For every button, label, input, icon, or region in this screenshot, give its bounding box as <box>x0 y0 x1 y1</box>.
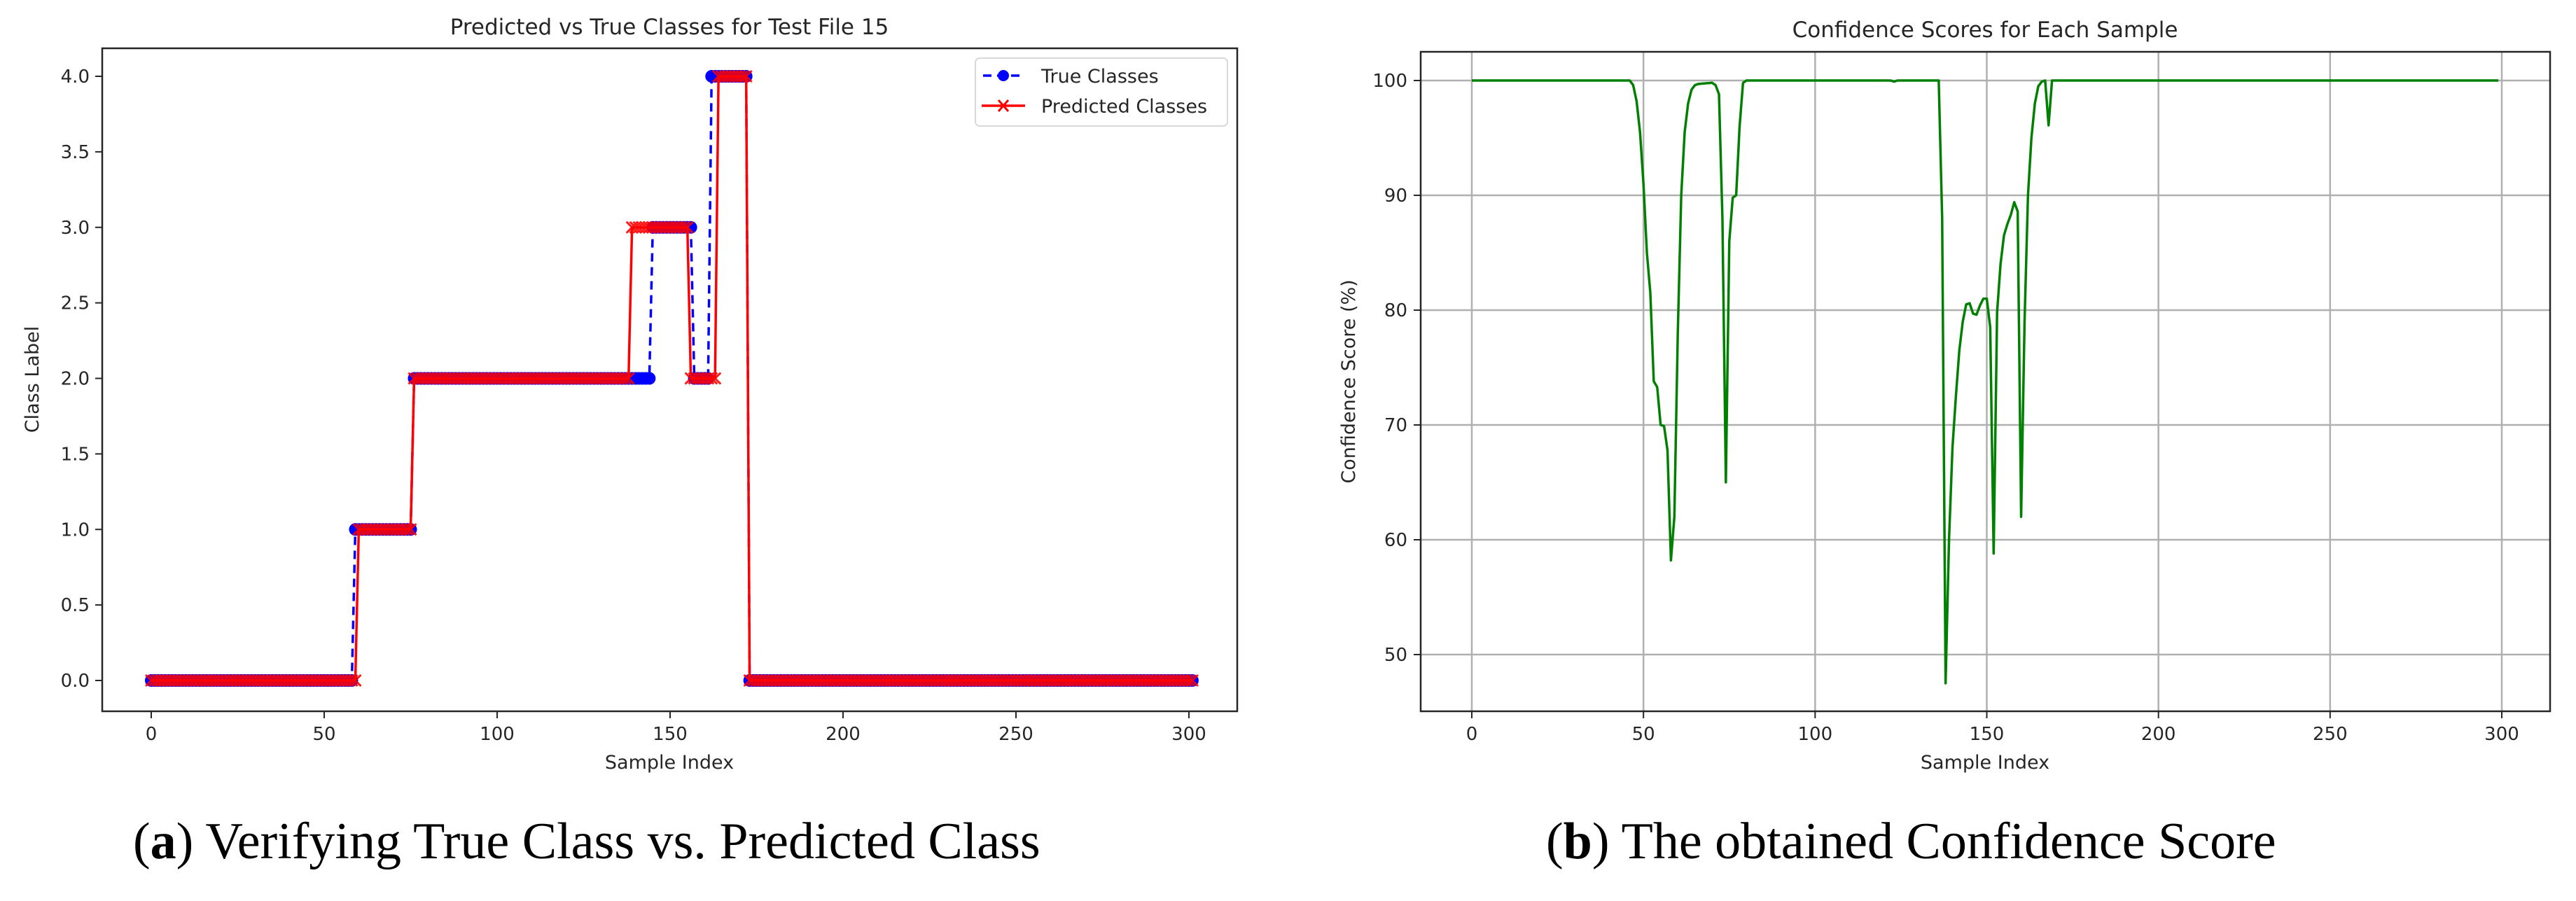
x-tick-label: 300 <box>1171 724 1206 745</box>
x-tick-label: 250 <box>998 724 1033 745</box>
y-axis-label: Class Label <box>22 326 43 433</box>
legend-true-classes: True Classes <box>983 66 1159 88</box>
y-tick-label: 50 <box>1384 645 1407 666</box>
x-tick-label: 200 <box>2141 724 2176 745</box>
y-tick-label: 60 <box>1384 530 1407 551</box>
x-tick-label: 0 <box>146 724 158 745</box>
axes-frame <box>101 47 1239 713</box>
x-axis-ticks: 0 50 100 150 200 250 300 <box>146 711 1206 745</box>
y-tick-label: 2.0 <box>61 369 90 390</box>
x-tick-label: 100 <box>480 724 515 745</box>
x-axis-label: Sample Index <box>605 752 734 774</box>
x-tick-label: 150 <box>1970 724 2005 745</box>
caption-letter: a <box>150 813 176 870</box>
x-axis-ticks: 0 50 100 150 200 250 300 <box>1466 711 2519 745</box>
x-tick-label: 300 <box>2484 724 2519 745</box>
caption-letter: b <box>1563 813 1592 870</box>
confidence-score-chart: Confidence Scores for Each Sample 50 60 70… <box>1338 18 2551 774</box>
legend-predicted-classes: Predicted Classes <box>982 96 1207 118</box>
y-tick-label: 1.5 <box>61 444 90 465</box>
x-tick-label: 200 <box>826 724 861 745</box>
y-tick-label: 0.5 <box>61 595 90 616</box>
y-tick-label: 4.0 <box>61 67 90 88</box>
legend-label: True Classes <box>1040 66 1159 88</box>
confidence-line <box>1472 79 2499 685</box>
series-true-classes <box>145 70 1199 687</box>
chart-title: Confidence Scores for Each Sample <box>1792 18 2178 43</box>
x-tick-label: 50 <box>312 724 335 745</box>
y-tick-label: 80 <box>1384 300 1407 321</box>
y-tick-label: 1.0 <box>61 519 90 540</box>
x-tick-label: 0 <box>1466 724 1478 745</box>
axes-frame <box>1419 50 2551 713</box>
x-axis-label: Sample Index <box>1921 752 2049 774</box>
y-tick-label: 0.0 <box>61 671 90 692</box>
circle-marker-icon <box>998 70 1009 81</box>
caption-text: The obtained Confidence Score <box>1609 813 2276 870</box>
grid-lines <box>1421 52 2550 711</box>
class-comparison-chart: Predicted vs True Classes for Test File … <box>22 15 1239 774</box>
legend: True Classes Predicted Classes <box>975 57 1228 127</box>
caption-text: Verifying True Class vs. Predicted Class <box>193 813 1040 870</box>
y-tick-label: 3.0 <box>61 218 90 239</box>
y-axis-ticks: 0.0 0.5 1.0 1.5 2.0 2.5 3.0 3.5 4.0 <box>61 67 102 692</box>
chart-title: Predicted vs True Classes for Test File … <box>450 15 889 40</box>
x-tick-label: 50 <box>1632 724 1655 745</box>
y-axis-label: Confidence Score (%) <box>1338 279 1360 483</box>
series-predicted-classes <box>144 69 1199 687</box>
y-tick-label: 70 <box>1384 415 1407 436</box>
legend-label: Predicted Classes <box>1041 96 1207 118</box>
y-tick-label: 100 <box>1372 71 1407 92</box>
x-marker-icon <box>997 99 1010 112</box>
y-tick-label: 3.5 <box>61 142 90 163</box>
caption-b: (b) The obtained Confidence Score <box>1546 813 2276 870</box>
plot-area <box>1472 79 2499 685</box>
plot-area <box>144 69 1199 687</box>
y-axis-ticks: 50 60 70 80 90 100 <box>1372 71 1421 666</box>
caption-a: (a) Verifying True Class vs. Predicted C… <box>133 813 1040 870</box>
x-tick-label: 250 <box>2313 724 2348 745</box>
x-tick-label: 150 <box>653 724 688 745</box>
x-tick-label: 100 <box>1798 724 1833 745</box>
y-tick-label: 2.5 <box>61 293 90 314</box>
y-tick-label: 90 <box>1384 186 1407 207</box>
